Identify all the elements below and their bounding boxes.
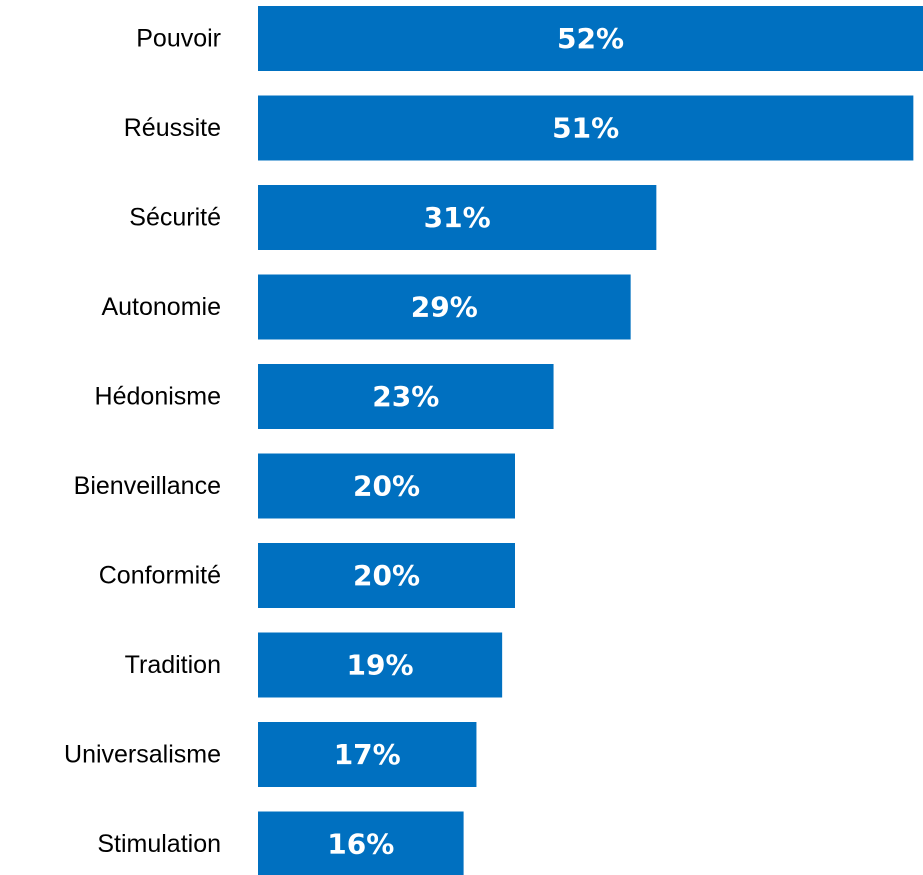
category-label: Réussite	[124, 114, 221, 142]
value-label: 29%	[411, 291, 478, 324]
category-label: Hédonisme	[95, 383, 221, 411]
category-label: Tradition	[125, 651, 221, 679]
category-label: Conformité	[99, 562, 221, 590]
bar	[258, 185, 657, 250]
bar	[258, 632, 503, 698]
bar	[258, 95, 914, 161]
category-label: Universalisme	[64, 741, 221, 769]
value-label: 23%	[372, 380, 439, 413]
bar-group: Pouvoir 52% Réussite 51% Sécurité 31% Autonomi…	[64, 6, 923, 875]
category-label: Bienveillance	[74, 472, 221, 500]
category-label: Autonomie	[101, 293, 221, 321]
category-label: Stimulation	[97, 830, 221, 858]
value-label: 17%	[334, 738, 401, 771]
bar	[258, 364, 554, 429]
value-label: 20%	[353, 470, 420, 503]
value-label: 31%	[424, 201, 491, 234]
value-label: 16%	[327, 828, 394, 861]
bar	[258, 811, 464, 875]
value-label: 51%	[552, 112, 619, 145]
value-label: 20%	[353, 559, 420, 592]
bar	[258, 453, 515, 519]
value-label: 52%	[557, 22, 624, 55]
category-label: Sécurité	[129, 204, 221, 232]
bar	[258, 274, 631, 340]
category-label: Pouvoir	[136, 25, 221, 53]
bar	[258, 6, 923, 71]
bar	[258, 722, 477, 787]
bar	[258, 543, 515, 608]
value-label: 19%	[347, 649, 414, 682]
